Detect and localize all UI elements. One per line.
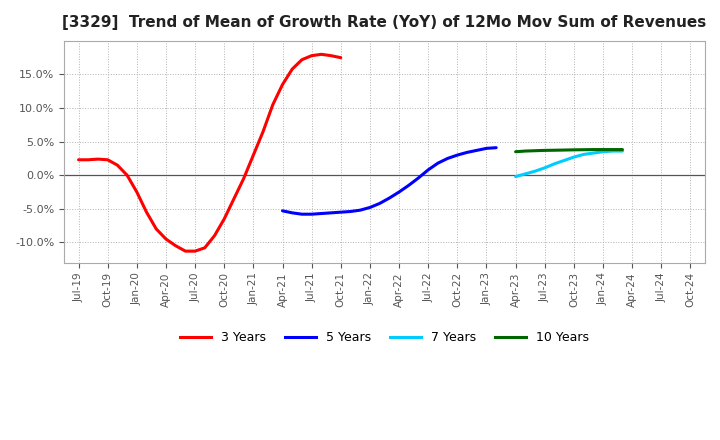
3 Years (191, 249, 199, 254)
3 Years (336, 55, 345, 60)
3 Years (152, 226, 161, 231)
Line: 3 Years: 3 Years (78, 54, 341, 251)
7 Years (541, 165, 549, 170)
3 Years (269, 102, 277, 107)
5 Years (453, 152, 462, 158)
5 Years (414, 175, 423, 180)
10 Years (531, 148, 539, 154)
5 Years (405, 183, 413, 188)
7 Years (618, 148, 627, 154)
Line: 5 Years: 5 Years (282, 148, 496, 214)
5 Years (492, 145, 500, 150)
3 Years (239, 176, 248, 181)
10 Years (589, 147, 598, 152)
3 Years (94, 157, 102, 162)
5 Years (472, 148, 481, 153)
3 Years (317, 51, 325, 57)
10 Years (608, 147, 617, 152)
3 Years (258, 129, 267, 134)
10 Years (580, 147, 588, 152)
7 Years (589, 150, 598, 156)
5 Years (336, 209, 345, 215)
3 Years (84, 157, 93, 162)
5 Years (297, 212, 306, 217)
3 Years (288, 66, 297, 72)
7 Years (580, 152, 588, 157)
3 Years (327, 53, 336, 59)
3 Years (210, 233, 219, 238)
3 Years (171, 243, 180, 249)
5 Years (395, 189, 403, 194)
10 Years (618, 147, 627, 152)
7 Years (511, 174, 520, 179)
7 Years (550, 161, 559, 166)
Line: 7 Years: 7 Years (516, 151, 623, 176)
10 Years (560, 147, 569, 153)
5 Years (366, 205, 374, 210)
5 Years (278, 208, 287, 213)
5 Years (433, 161, 442, 166)
Legend: 3 Years, 5 Years, 7 Years, 10 Years: 3 Years, 5 Years, 7 Years, 10 Years (175, 326, 594, 349)
3 Years (249, 152, 258, 158)
3 Years (278, 82, 287, 87)
3 Years (200, 245, 209, 250)
5 Years (307, 212, 316, 217)
7 Years (570, 154, 578, 160)
7 Years (560, 158, 569, 163)
7 Years (531, 169, 539, 174)
5 Years (288, 210, 297, 216)
3 Years (220, 216, 228, 221)
10 Years (570, 147, 578, 153)
10 Years (511, 149, 520, 154)
5 Years (375, 201, 384, 206)
10 Years (599, 147, 608, 152)
3 Years (132, 189, 141, 194)
5 Years (346, 209, 355, 214)
3 Years (123, 172, 132, 178)
3 Years (307, 53, 316, 59)
3 Years (181, 249, 189, 254)
10 Years (541, 148, 549, 153)
5 Years (327, 210, 336, 216)
3 Years (297, 57, 306, 62)
3 Years (161, 236, 170, 242)
3 Years (74, 157, 83, 162)
Line: 10 Years: 10 Years (516, 150, 623, 152)
3 Years (104, 157, 112, 162)
7 Years (521, 171, 530, 176)
7 Years (599, 149, 608, 154)
Title: [3329]  Trend of Mean of Growth Rate (YoY) of 12Mo Mov Sum of Revenues: [3329] Trend of Mean of Growth Rate (YoY… (63, 15, 706, 30)
5 Years (356, 208, 364, 213)
3 Years (113, 162, 122, 168)
5 Years (444, 156, 452, 161)
3 Years (230, 196, 238, 202)
5 Years (317, 211, 325, 216)
5 Years (463, 150, 472, 155)
10 Years (521, 148, 530, 154)
5 Years (385, 195, 394, 201)
10 Years (550, 147, 559, 153)
5 Years (424, 167, 433, 172)
3 Years (143, 209, 151, 215)
5 Years (482, 146, 491, 151)
7 Years (608, 148, 617, 154)
